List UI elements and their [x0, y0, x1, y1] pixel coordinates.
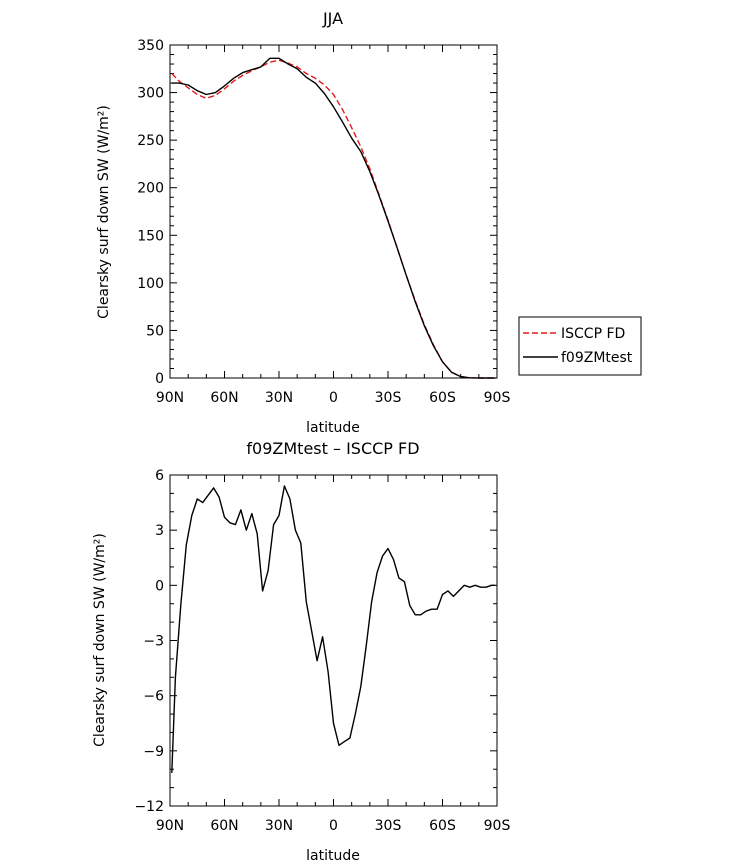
top-y-axis-label: Clearsky surf down SW (W/m²)	[96, 105, 112, 319]
bottom-ticks: 90N 60N 30N 0 30S 60S 90S −12 −9 −6 −3 0 3 6	[134, 468, 510, 834]
bottom-y-tick-label: 6	[155, 468, 164, 484]
legend-box	[518, 316, 642, 376]
bottom-y-tick-label: −3	[143, 634, 164, 650]
bottom-x-tick-label: 30N	[265, 818, 293, 834]
top-x-tick-label: 60S	[429, 390, 456, 406]
top-x-tick-label: 0	[329, 390, 338, 406]
top-y-tick-label: 300	[137, 86, 164, 102]
top-y-tick-label: 50	[146, 323, 164, 339]
legend: ISCCP FD f09ZMtest	[518, 316, 642, 376]
legend-label-isccp: ISCCP FD	[561, 326, 625, 342]
bottom-y-tick-label: 3	[155, 523, 164, 539]
bottom-y-tick-label: −12	[134, 799, 164, 815]
top-x-tick-label: 90S	[484, 390, 511, 406]
top-x-axis-label: latitude	[306, 420, 360, 436]
top-x-tick-label: 60N	[210, 390, 238, 406]
bottom-x-tick-label: 30S	[375, 818, 402, 834]
bottom-y-tick-label: −9	[143, 744, 164, 760]
top-panel-title: JJA	[322, 9, 343, 28]
bottom-panel-title: f09ZMtest – ISCCP FD	[246, 439, 419, 458]
bottom-plot-frame	[169, 474, 498, 807]
bottom-series	[171, 485, 496, 773]
bottom-x-tick-label: 60S	[429, 818, 456, 834]
bottom-panel: f09ZMtest – ISCCP FD 90N 60N 30N 0 30S 60S 90S…	[92, 439, 510, 864]
top-y-tick-label: 0	[155, 371, 164, 387]
top-series	[171, 57, 496, 379]
top-x-tick-label: 30S	[375, 390, 402, 406]
bottom-y-axis-label: Clearsky surf down SW (W/m²)	[92, 533, 108, 747]
top-panel: JJA 90N 60N 30N 0 30S 60S 90S 0 50 100 150 200 250 30…	[96, 9, 642, 436]
bottom-y-tick-label: 0	[155, 578, 164, 594]
bottom-x-tick-label: 90S	[484, 818, 511, 834]
top-y-tick-label: 150	[137, 228, 164, 244]
top-series-line-2	[171, 57, 496, 379]
top-x-tick-label: 90N	[156, 390, 184, 406]
bottom-x-tick-label: 0	[329, 818, 338, 834]
top-y-tick-label: 350	[137, 38, 164, 54]
bottom-x-tick-label: 90N	[156, 818, 184, 834]
top-ticks: 90N 60N 30N 0 30S 60S 90S 0 50 100 150 200 250 300 350	[137, 38, 510, 406]
bottom-x-tick-label: 60N	[210, 818, 238, 834]
bottom-y-tick-label: −6	[143, 689, 164, 705]
top-y-tick-label: 100	[137, 276, 164, 292]
top-y-tick-label: 250	[137, 133, 164, 149]
bottom-x-axis-label: latitude	[306, 848, 360, 864]
bottom-series-line-1	[171, 485, 496, 773]
top-y-tick-label: 200	[137, 181, 164, 197]
top-x-tick-label: 30N	[265, 390, 293, 406]
legend-label-model: f09ZMtest	[561, 350, 633, 366]
